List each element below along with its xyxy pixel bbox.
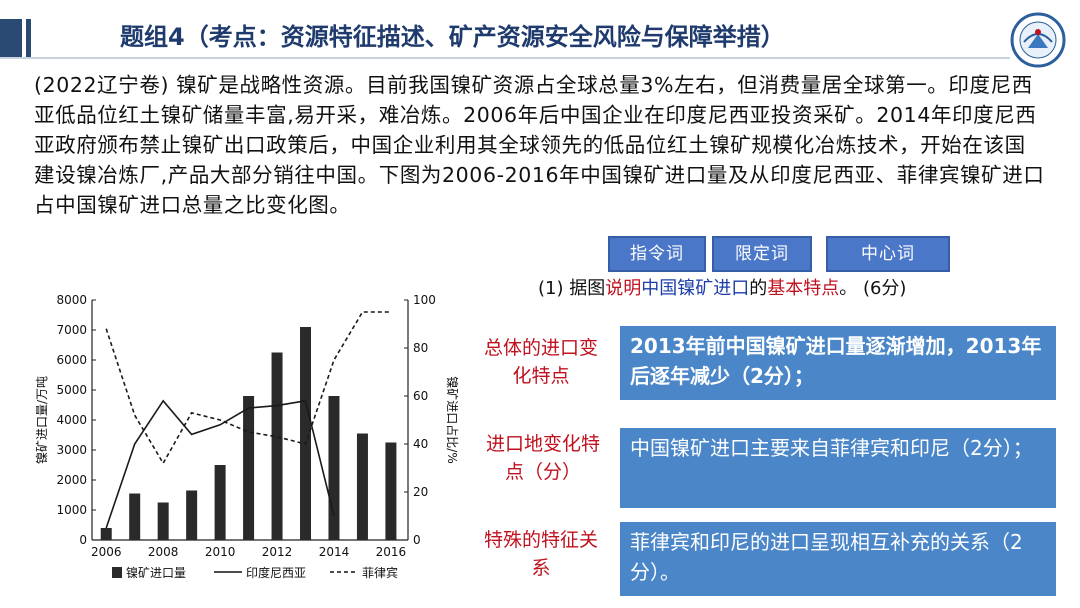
bar-2012 [271,352,283,540]
y-axis-right-label: 镍矿进口占比/% [445,376,460,463]
x-tick-label: 2012 [262,545,293,559]
left-tick-label: 1000 [56,503,87,517]
legend-bar-label: 镍矿进口量 [126,566,186,580]
bar-2015 [356,433,368,540]
answer-label-2: 进口地变化特点（分） [485,433,600,483]
bar-2010 [214,465,226,540]
bar-2013 [300,327,312,540]
x-tick-label: 2010 [205,545,236,559]
left-tick-label: 3000 [56,443,87,457]
bar-2014 [328,396,340,540]
question-mid: 的 [749,278,768,299]
bar-2011 [243,396,255,540]
tag-core-word: 中心词 [826,236,950,272]
indonesia-line [105,399,335,529]
y-axis-left-label: 镍矿进口量/万吨 [35,376,49,464]
right-tick-label: 80 [413,341,428,355]
tag-qualifier-word: 限定词 [712,236,812,272]
header-accent-stripe [26,19,31,57]
x-tick-label: 2008 [148,545,179,559]
bar-2008 [157,502,169,540]
answer-box-1: 2013年前中国镍矿进口量逐渐增加，2013年后逐年减少（2分）； [620,326,1056,400]
bar-2006 [100,528,112,540]
question-passage: (2022辽宁卷) 镍矿是战略性资源。目前我国镍矿资源占全球总量3%左右，但消费… [34,73,1045,217]
tag-instruction-word: 指令词 [608,236,706,272]
philippines-line [105,311,391,465]
right-tick-label: 0 [413,533,421,547]
question-suffix: 。 (6分) [839,278,907,299]
question-prefix: (1) 据图 [538,278,606,299]
answer-box-3: 菲律宾和印尼的进口呈现相互补充的关系（2分）。 [620,522,1056,596]
x-tick-label: 2006 [91,545,122,559]
question-subject: 中国镍矿进口 [641,278,750,299]
left-tick-label: 2000 [56,473,87,487]
x-tick-label: 2016 [376,545,407,559]
left-tick-label: 8000 [56,293,87,307]
right-tick-label: 20 [413,485,428,499]
answer-label-3: 特殊的特征关系 [483,529,598,579]
x-tick-label: 2014 [319,545,350,559]
nickel-import-chart: 0 1000 2000 3000 4000 5000 6000 7000 8000 0 20 40 60… [35,293,460,580]
sub-question: (1) 据图说明中国镍矿进口的基本特点。 (6分) [538,274,906,300]
school-logo-icon [1010,12,1066,68]
left-tick-label: 7000 [56,323,87,337]
left-tick-label: 4000 [56,413,87,427]
question-focus: 基本特点 [767,278,840,299]
right-tick-label: 60 [413,389,428,403]
legend-indonesia-label: 印度尼西亚 [246,565,306,580]
bar-2007 [129,493,141,540]
legend-philippines-label: 菲律宾 [362,565,398,580]
legend-bar-swatch [112,567,122,578]
bar-2009 [186,490,198,540]
page-title: 题组4（考点：资源特征描述、矿产资源安全风险与保障举措） [120,23,785,51]
right-tick-label: 100 [413,293,436,307]
left-tick-label: 0 [79,533,87,547]
header-divider [0,57,1010,59]
answer-label-1: 总体的进口变化特点 [483,337,598,387]
question-verb: 说明 [605,278,642,299]
answer-box-2: 中国镍矿进口主要来自菲律宾和印尼（2分）； [620,428,1056,508]
left-tick-label: 5000 [56,383,87,397]
right-tick-label: 40 [413,437,428,451]
header-accent-bar [0,19,22,57]
left-tick-label: 6000 [56,353,87,367]
bar-2016 [385,442,397,540]
